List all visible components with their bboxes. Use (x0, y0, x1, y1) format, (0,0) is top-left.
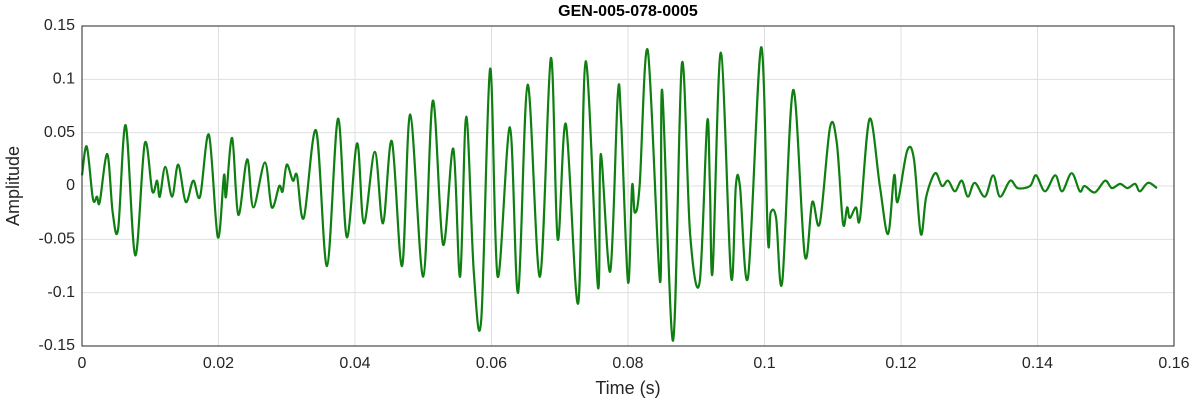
x-tick-label: 0.06 (476, 355, 507, 372)
chart-title: GEN-005-078-0005 (558, 3, 698, 20)
y-tick-label: 0.05 (44, 124, 75, 141)
y-tick-label: -0.15 (39, 337, 76, 354)
y-tick-label: 0.1 (53, 71, 75, 88)
x-tick-label: 0.12 (885, 355, 916, 372)
x-tick-label: 0.02 (203, 355, 234, 372)
y-tick-label: 0.15 (44, 17, 75, 34)
x-tick-label: 0.1 (753, 355, 775, 372)
y-tick-label: -0.05 (39, 231, 76, 248)
x-tick-label: 0.14 (1022, 355, 1053, 372)
line-series (80, 46, 1158, 342)
plot-border (81, 25, 1175, 347)
x-tick-label: 0 (78, 355, 87, 372)
x-axis-label: Time (s) (595, 378, 660, 398)
x-tick-label: 0.16 (1158, 355, 1189, 372)
x-tick-label: 0.08 (612, 355, 643, 372)
x-tick-label: 0.04 (339, 355, 370, 372)
y-tick-label: 0 (66, 177, 75, 194)
y-tick-label: -0.1 (47, 284, 75, 301)
y-axis-label: Amplitude (3, 146, 23, 226)
